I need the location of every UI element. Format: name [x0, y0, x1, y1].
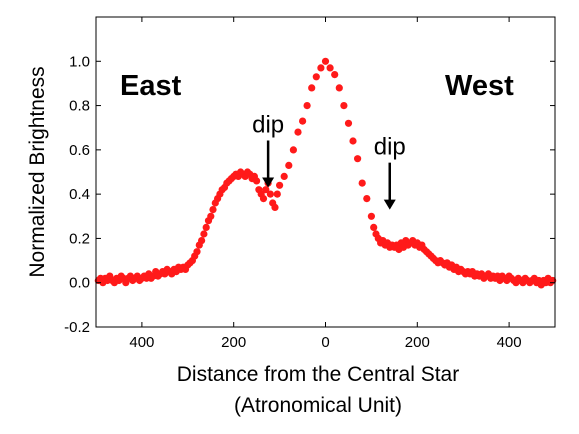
data-point — [262, 186, 270, 194]
data-point — [259, 195, 268, 203]
data-point — [340, 102, 348, 110]
data-point — [370, 223, 378, 231]
x-tick-label: 400 — [129, 334, 154, 351]
x-tick-label: 400 — [497, 334, 522, 351]
data-point — [335, 84, 343, 92]
data-point — [198, 237, 206, 245]
data-point — [312, 73, 320, 81]
data-point — [367, 212, 375, 220]
west-label: West — [445, 70, 514, 102]
data-points — [94, 57, 557, 289]
y-tick-label: 0.4 — [69, 186, 90, 203]
x-tick-label: 0 — [321, 334, 329, 351]
y-tick-label: -0.2 — [64, 319, 90, 336]
data-point — [363, 195, 371, 203]
x-axis-ticks: 400 200 0 200 400 — [129, 17, 522, 351]
data-point — [331, 71, 339, 79]
data-point — [271, 203, 279, 211]
dip-label: dip — [252, 112, 284, 139]
data-point — [273, 190, 281, 198]
x-axis-label-line1: Distance from the Central Star — [177, 363, 459, 386]
data-point — [266, 190, 274, 198]
data-point — [253, 177, 261, 185]
data-point — [354, 155, 362, 163]
y-tick-label: 0.6 — [69, 142, 90, 159]
east-label: East — [120, 70, 182, 102]
data-point — [358, 179, 366, 187]
data-point — [280, 172, 288, 180]
data-point — [308, 84, 316, 92]
x-axis-label-line2: (Atronomical Unit) — [234, 394, 402, 417]
data-point — [321, 57, 330, 65]
dip-arrow-head — [262, 177, 275, 188]
data-point — [294, 128, 302, 136]
dip-arrow-head — [383, 199, 396, 210]
data-point — [202, 223, 210, 231]
x-tick-label: 200 — [405, 334, 430, 351]
data-point — [344, 119, 353, 127]
data-point — [303, 102, 311, 110]
data-point — [285, 161, 293, 169]
data-point — [349, 137, 357, 145]
data-point — [289, 146, 297, 154]
data-point — [209, 206, 217, 214]
dip-annotations: dip dip — [252, 112, 406, 210]
y-axis-ticks: -0.2 0.0 0.2 0.4 0.6 0.8 1.0 — [64, 53, 555, 336]
data-point — [207, 212, 215, 220]
dip-label: dip — [374, 134, 406, 161]
y-axis-label: Normalized Brightness — [26, 66, 49, 277]
data-point — [200, 230, 208, 238]
data-point — [276, 181, 284, 189]
y-tick-label: 0.0 — [69, 275, 90, 292]
y-tick-label: 0.8 — [69, 98, 90, 115]
data-point — [326, 64, 334, 72]
y-tick-label: 1.0 — [69, 53, 90, 70]
data-point — [299, 117, 307, 125]
x-tick-label: 200 — [221, 334, 246, 351]
data-point — [193, 248, 201, 256]
data-point — [317, 64, 325, 72]
y-tick-label: 0.2 — [69, 230, 90, 247]
